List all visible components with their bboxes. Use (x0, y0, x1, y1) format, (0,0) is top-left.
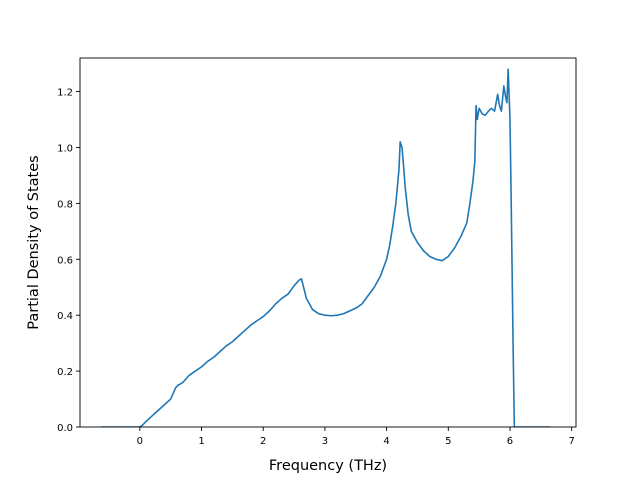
x-tick-label: 5 (445, 436, 451, 447)
x-tick-label: 1 (198, 436, 204, 447)
y-axis-label: Partial Density of States (26, 155, 42, 329)
y-tick-label: 0.2 (57, 367, 73, 378)
pdos-line (100, 68, 551, 427)
y-tick-label: 0.0 (57, 423, 73, 434)
y-tick-label: 1.2 (57, 88, 73, 99)
axes: 0 1 2 3 4 5 6 7 0.0 0.2 0.4 0.6 0.8 1.0 1.2 (57, 57, 577, 447)
x-axis-label: Frequency (THz) (269, 458, 387, 474)
x-tick-label: 7 (568, 436, 574, 447)
y-tick-label: 0.8 (57, 199, 73, 210)
x-tick-label: 6 (507, 436, 513, 447)
x-tick-label: 3 (322, 436, 328, 447)
x-tick-label: 2 (260, 436, 266, 447)
plot-area (100, 68, 551, 427)
y-tick-label: 0.6 (57, 255, 73, 266)
y-tick-label: 0.4 (57, 311, 73, 322)
x-tick-label: 0 (137, 436, 143, 447)
plot-frame (79, 57, 577, 428)
x-tick-label: 4 (383, 436, 389, 447)
y-tick-label: 1.0 (57, 143, 73, 154)
